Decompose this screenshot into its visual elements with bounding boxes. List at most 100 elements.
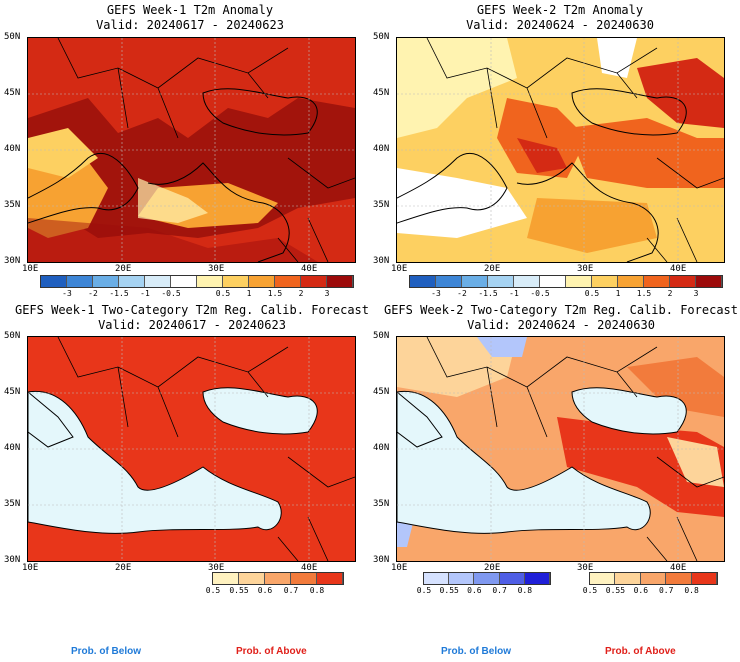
colorbar-segment <box>691 573 717 584</box>
colorbar-segment <box>93 276 119 287</box>
lat-tick-label: 45N <box>373 387 390 397</box>
colorbar-label: 0.6 <box>467 586 482 595</box>
colorbar-segment <box>67 276 93 287</box>
colorbar-label: 0.5 <box>205 586 221 595</box>
colorbar-segment <box>317 573 343 584</box>
colorbar-segment <box>424 573 450 584</box>
colorbar-label: 0.8 <box>684 586 699 595</box>
lon-tick-label: 30E <box>208 264 225 274</box>
colorbar-label: 0.5 <box>582 586 598 595</box>
panel-4-title: GEFS Week-2 Two-Category T2m Reg. Calib.… <box>383 303 739 333</box>
colorbar-segment <box>462 276 488 287</box>
colorbar-label: 0.6 <box>633 586 649 595</box>
colorbar-label: 0.55 <box>439 586 459 595</box>
anomaly-colorbar-week1: -3 -2 -1.5 -1 -0.5 0.5 1 1.5 2 3 <box>40 275 354 298</box>
map-week1-anomaly <box>27 37 356 263</box>
colorbar-segment <box>249 276 275 287</box>
colorbar-segment <box>666 573 692 584</box>
lat-tick-label: 40N <box>373 443 390 453</box>
lat-tick-label: 35N <box>4 499 21 509</box>
colorbar-label: 3 <box>324 289 330 298</box>
colorbar-label: -2 <box>457 289 467 298</box>
colorbar-segment <box>239 573 265 584</box>
colorbar-segment <box>640 573 667 584</box>
lat-tick-label: 30N <box>4 555 21 565</box>
lon-tick-label: 20E <box>115 264 132 274</box>
legend-prob-above-left: Prob. of Above <box>236 646 307 657</box>
lat-tick-label: 50N <box>373 331 390 341</box>
prob-above-colorbar-week2: 0.5 0.55 0.6 0.7 0.8 <box>583 572 718 595</box>
colorbar-segment <box>670 276 696 287</box>
lon-tick-label: 40E <box>301 563 318 573</box>
lon-tick-label: 20E <box>484 264 501 274</box>
colorbar-label: 1.5 <box>267 289 283 298</box>
colorbar-segment <box>590 573 616 584</box>
lat-tick-label: 35N <box>373 200 390 210</box>
colorbar-label: -1 <box>140 289 150 298</box>
lon-tick-label: 40E <box>301 264 318 274</box>
map-week2-anomaly <box>396 37 725 263</box>
colorbar-label: -1 <box>509 289 519 298</box>
lon-tick-label: 30E <box>208 563 225 573</box>
colorbar-label: 0.8 <box>517 586 533 595</box>
colorbar-label: 0.7 <box>283 586 299 595</box>
colorbar-segment <box>615 573 641 584</box>
colorbar-segment <box>644 276 670 287</box>
colorbar-segment <box>119 276 145 287</box>
colorbar-label: 1 <box>615 289 621 298</box>
colorbar-label: -1.5 <box>109 289 129 298</box>
colorbar-label: 1.5 <box>636 289 652 298</box>
lat-tick-label: 30N <box>373 555 390 565</box>
colorbar-label: 0.55 <box>229 586 249 595</box>
lat-tick-label: 45N <box>4 88 21 98</box>
colorbar-segment <box>197 276 223 287</box>
colorbar-label: -3 <box>62 289 72 298</box>
lat-tick-label: 35N <box>373 499 390 509</box>
colorbar-label: 3 <box>693 289 699 298</box>
colorbar-segment <box>265 573 291 584</box>
colorbar-segment <box>213 573 239 584</box>
panel-2-title: GEFS Week-2 T2m Anomaly Valid: 20240624 … <box>390 3 730 33</box>
colorbar-label: 0.7 <box>492 586 507 595</box>
map-week1-probability <box>27 336 356 562</box>
colorbar-label: -0.5 <box>161 289 181 298</box>
panel-4-valid-text: Valid: 20240624 - 20240630 <box>467 318 655 332</box>
colorbar-label: -0.5 <box>530 289 550 298</box>
lon-tick-label: 10E <box>22 563 39 573</box>
lon-tick-label: 10E <box>22 264 39 274</box>
colorbar-segment <box>171 276 197 287</box>
panel-3-title-text: GEFS Week-1 Two-Category T2m Reg. Calib.… <box>14 303 369 317</box>
lat-tick-label: 50N <box>4 331 21 341</box>
colorbar-segment <box>449 573 475 584</box>
lat-tick-label: 50N <box>4 32 21 42</box>
colorbar-segment <box>327 276 353 287</box>
colorbar-segment <box>41 276 67 287</box>
colorbar-label: 0.5 <box>215 289 231 298</box>
colorbar-label: 0.8 <box>309 586 325 595</box>
colorbar-segment <box>524 573 550 584</box>
colorbar-segment <box>223 276 249 287</box>
lon-tick-label: 10E <box>391 563 408 573</box>
legend-prob-below-right: Prob. of Below <box>441 646 511 657</box>
colorbar-segment <box>301 276 327 287</box>
colorbar-label: 0.55 <box>605 586 626 595</box>
lon-tick-label: 20E <box>484 563 501 573</box>
map-week2-probability <box>396 336 725 562</box>
lat-tick-label: 30N <box>373 256 390 266</box>
lat-tick-label: 50N <box>373 32 390 42</box>
colorbar-label: -3 <box>431 289 441 298</box>
colorbar-label: -1.5 <box>478 289 498 298</box>
lat-tick-label: 40N <box>4 443 21 453</box>
colorbar-segment <box>410 276 436 287</box>
colorbar-label: 0.5 <box>416 586 432 595</box>
colorbar-segment <box>436 276 462 287</box>
legend-prob-below-left: Prob. of Below <box>71 646 141 657</box>
colorbar-label: 0.5 <box>584 289 600 298</box>
lon-tick-label: 40E <box>670 264 687 274</box>
colorbar-segment <box>618 276 644 287</box>
colorbar-segment <box>145 276 171 287</box>
colorbar-segment <box>540 276 566 287</box>
colorbar-label: 0.7 <box>658 586 674 595</box>
panel-1-valid-text: Valid: 20240617 - 20240623 <box>96 18 284 32</box>
legend-prob-above-right: Prob. of Above <box>605 646 676 657</box>
